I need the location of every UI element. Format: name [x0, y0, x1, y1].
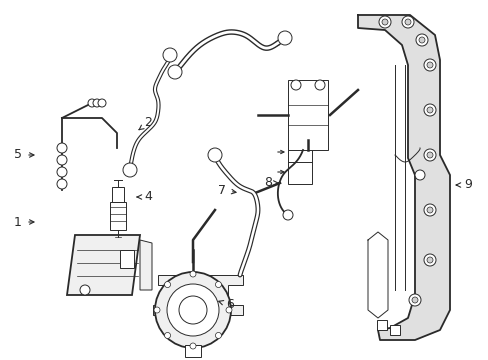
- Circle shape: [423, 104, 435, 116]
- Circle shape: [426, 207, 432, 213]
- Bar: [287, 140, 311, 184]
- Text: 8: 8: [264, 176, 271, 189]
- Circle shape: [426, 257, 432, 263]
- Bar: [120, 250, 134, 268]
- Text: 5: 5: [14, 148, 22, 162]
- Bar: [112, 187, 124, 202]
- Circle shape: [378, 16, 390, 28]
- Polygon shape: [140, 240, 152, 290]
- Circle shape: [314, 80, 325, 90]
- Circle shape: [290, 80, 301, 90]
- Bar: [184, 345, 201, 357]
- Polygon shape: [67, 235, 140, 295]
- Circle shape: [179, 296, 206, 324]
- Circle shape: [415, 34, 427, 46]
- Circle shape: [164, 332, 170, 338]
- Bar: [287, 80, 327, 150]
- Circle shape: [426, 152, 432, 158]
- Text: 1: 1: [14, 216, 22, 229]
- Circle shape: [408, 294, 420, 306]
- Circle shape: [164, 282, 170, 288]
- Circle shape: [154, 307, 160, 313]
- Circle shape: [215, 332, 221, 338]
- Circle shape: [283, 210, 292, 220]
- Circle shape: [225, 307, 231, 313]
- Circle shape: [88, 99, 96, 107]
- Circle shape: [123, 163, 137, 177]
- Circle shape: [190, 343, 196, 349]
- Circle shape: [57, 167, 67, 177]
- Circle shape: [80, 285, 90, 295]
- Circle shape: [57, 155, 67, 165]
- Circle shape: [98, 99, 106, 107]
- Circle shape: [418, 37, 424, 43]
- Circle shape: [401, 16, 413, 28]
- Circle shape: [414, 170, 424, 180]
- Circle shape: [93, 99, 101, 107]
- Circle shape: [423, 59, 435, 71]
- Circle shape: [404, 19, 410, 25]
- Circle shape: [207, 148, 222, 162]
- Text: 3: 3: [278, 31, 285, 45]
- Circle shape: [411, 297, 417, 303]
- Bar: [376, 320, 386, 330]
- Circle shape: [423, 204, 435, 216]
- Circle shape: [168, 65, 182, 79]
- Circle shape: [167, 284, 219, 336]
- Circle shape: [278, 31, 291, 45]
- Circle shape: [426, 107, 432, 113]
- Text: 6: 6: [225, 298, 233, 311]
- Circle shape: [215, 282, 221, 288]
- Circle shape: [190, 271, 196, 277]
- Polygon shape: [367, 232, 387, 318]
- Polygon shape: [357, 15, 449, 340]
- Circle shape: [423, 149, 435, 161]
- Bar: [389, 325, 399, 335]
- Circle shape: [423, 254, 435, 266]
- Circle shape: [163, 48, 177, 62]
- Circle shape: [426, 62, 432, 68]
- Bar: [110, 202, 126, 230]
- Circle shape: [155, 272, 230, 348]
- Circle shape: [57, 143, 67, 153]
- Polygon shape: [153, 275, 243, 315]
- Text: 2: 2: [144, 117, 152, 130]
- Circle shape: [57, 179, 67, 189]
- Text: 4: 4: [144, 190, 152, 203]
- Text: 9: 9: [463, 179, 471, 192]
- Text: 7: 7: [218, 184, 225, 197]
- Circle shape: [381, 19, 387, 25]
